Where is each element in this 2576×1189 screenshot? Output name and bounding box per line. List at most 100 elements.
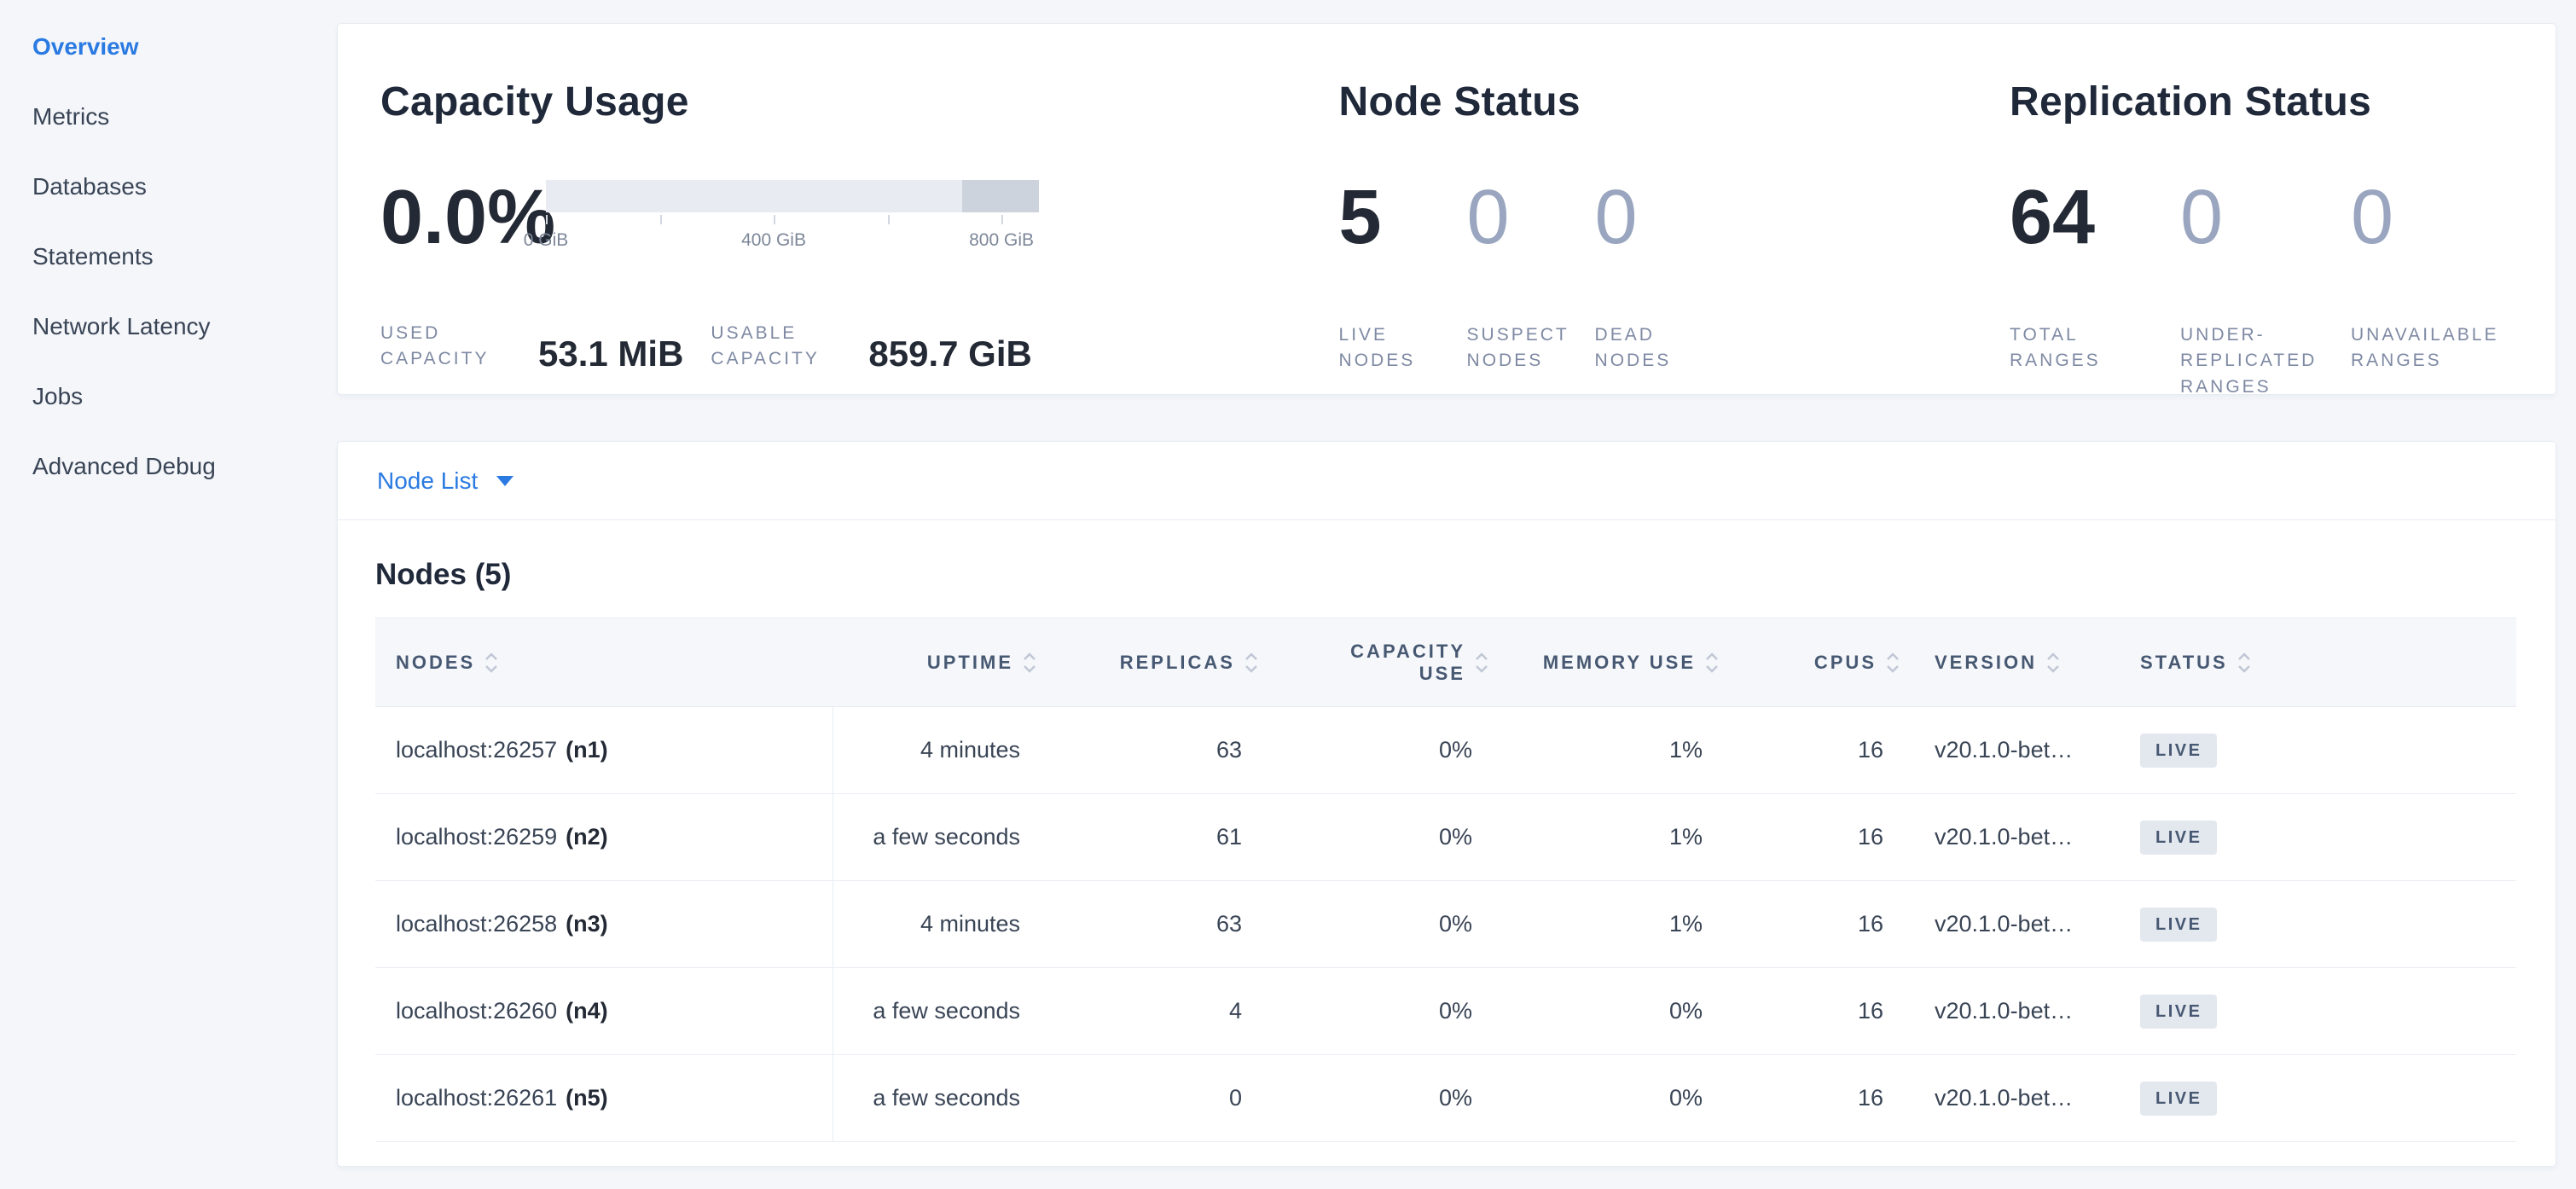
memory-use-cell: 1% [1506,706,1737,794]
replicas-cell: 0 [1054,1054,1276,1142]
node-list-card: Node List Nodes (5) Nodes [337,441,2556,1167]
uptime-cell: a few seconds [833,793,1054,881]
main-content: Capacity Usage 0.0% 0 GiB 400 GiB [333,0,2576,1167]
node-address: localhost:26258 [396,911,558,937]
chevron-down-icon [496,475,514,486]
node-address: localhost:26259 [396,824,558,850]
memory-use-cell: 0% [1506,1054,1737,1142]
node-list-dropdown-label: Node List [377,467,479,494]
node-address: localhost:26257 [396,737,558,763]
under-replicated-ranges-stat: 0 Under-replicated Ranges [2180,179,2351,400]
sidebar-item-metrics[interactable]: Metrics [32,103,110,130]
uptime-cell: 4 minutes [833,706,1054,794]
capacity-use-cell: 0% [1276,706,1506,794]
sidebar-item-databases[interactable]: Databases [32,173,147,200]
uptime-cell: 4 minutes [833,880,1054,968]
memory-use-cell: 0% [1506,967,1737,1055]
node-id: (n3) [566,911,608,937]
column-header-uptime[interactable]: Uptime [833,618,1054,707]
under-replicated-ranges-label: Under-replicated Ranges [2180,325,2318,397]
sort-icon[interactable] [1704,651,1720,675]
sidebar-item-statements[interactable]: Statements [32,243,154,270]
replication-status-title: Replication Status [2010,79,2372,125]
live-nodes-value: 5 [1338,175,1382,260]
capacity-use-cell: 0% [1276,1054,1506,1142]
replicas-cell: 63 [1054,880,1276,968]
status-badge: LIVE [2140,994,2218,1029]
sort-icon[interactable] [2237,651,2252,675]
cpus-cell: 16 [1737,1054,1917,1142]
capacity-bar-track [546,179,1039,212]
cpus-cell: 16 [1737,967,1917,1055]
replication-status-section: Replication Status 64 Total Ranges 0 Und… [2010,79,2521,397]
sidebar-item-network-latency[interactable]: Network Latency [32,313,211,339]
suspect-nodes-label: Suspect Nodes [1466,325,1569,371]
sidebar-item-jobs[interactable]: Jobs [32,383,84,409]
capacity-usage-section: Capacity Usage 0.0% 0 GiB 400 GiB [380,80,1339,394]
axis-tick-label: 400 GiB [741,229,806,250]
sidebar-item-advanced-debug[interactable]: Advanced Debug [32,453,216,479]
capacity-bar-axis: 0 GiB 400 GiB 800 GiB [524,214,1034,256]
table-header-row: Nodes Uptime Replicas [375,618,2516,707]
table-row: localhost:26261 (n5) a few seconds 0 0% 0… [375,1054,2516,1142]
sort-icon[interactable] [1244,651,1259,675]
used-capacity-label: Used Capacity [380,323,490,369]
cpus-cell: 16 [1737,706,1917,794]
dead-nodes-label: Dead Nodes [1594,325,1672,371]
suspect-nodes-stat: 0 Suspect Nodes [1467,179,1595,374]
capacity-use-cell: 0% [1276,793,1506,881]
memory-use-cell: 1% [1506,793,1737,881]
dead-nodes-stat: 0 Dead Nodes [1595,179,1723,374]
node-address: localhost:26261 [396,1085,558,1111]
table-row: localhost:26258 (n3) 4 minutes 63 0% 1% 1… [375,880,2516,968]
capacity-use-cell: 0% [1276,880,1506,968]
sidebar-item-overview[interactable]: Overview [32,33,139,60]
version-cell: v20.1.0-bet… [1917,1054,2123,1142]
uptime-cell: a few seconds [833,1054,1054,1142]
column-header-version[interactable]: Version [1917,618,2123,707]
status-badge: LIVE [2140,733,2218,768]
node-id: (n4) [566,998,608,1024]
version-cell: v20.1.0-bet… [1917,967,2123,1055]
axis-tick-label: 0 GiB [523,229,569,250]
version-cell: v20.1.0-bet… [1917,880,2123,968]
nodes-table-section: Nodes (5) Nodes Uptime [338,520,2556,1142]
node-status-section: Node Status 5 Live Nodes 0 Suspect Nodes… [1339,80,2010,394]
column-header-status[interactable]: Status [2123,618,2516,707]
dead-nodes-value: 0 [1594,175,1638,260]
node-list-dropdown[interactable]: Node List [377,467,514,495]
version-cell: v20.1.0-bet… [1917,706,2123,794]
usable-capacity-label: Usable Capacity [711,323,820,369]
nodes-heading: Nodes (5) [375,558,512,591]
total-ranges-value: 64 [2010,175,2096,260]
node-address: localhost:26260 [396,998,558,1024]
table-row: localhost:26259 (n2) a few seconds 61 0% … [375,793,2516,881]
unavailable-ranges-label: Unavailable Ranges [2351,325,2499,371]
sort-icon[interactable] [1474,651,1489,675]
memory-use-cell: 1% [1506,880,1737,968]
uptime-cell: a few seconds [833,967,1054,1055]
replicas-cell: 4 [1054,967,1276,1055]
column-header-nodes[interactable]: Nodes [375,618,833,707]
nodes-table: Nodes Uptime Replicas [375,618,2516,1142]
replicas-cell: 63 [1054,706,1276,794]
total-ranges-stat: 64 Total Ranges [2010,179,2180,400]
sort-icon[interactable] [2045,651,2061,675]
column-header-cpus[interactable]: CPUs [1737,618,1917,707]
usable-capacity-stat: Usable Capacity 859.7 GiB [711,321,1031,373]
column-header-replicas[interactable]: Replicas [1054,618,1276,707]
sort-icon[interactable] [484,651,499,675]
capacity-usage-title: Capacity Usage [380,79,689,125]
capacity-bar-reserved-segment [962,179,1039,212]
version-cell: v20.1.0-bet… [1917,793,2123,881]
sort-icon[interactable] [1885,651,1900,675]
sidebar: Overview Metrics Databases Statements Ne… [0,0,333,1189]
table-row: localhost:26257 (n1) 4 minutes 63 0% 1% 1… [375,706,2516,794]
axis-tick-label: 800 GiB [969,229,1035,250]
unavailable-ranges-value: 0 [2351,175,2394,260]
column-header-capacity-use[interactable]: Capacity Use [1276,618,1506,707]
sort-icon[interactable] [1022,651,1037,675]
node-status-title: Node Status [1338,79,1581,125]
column-header-memory-use[interactable]: Memory Use [1506,618,1737,707]
cpus-cell: 16 [1737,880,1917,968]
